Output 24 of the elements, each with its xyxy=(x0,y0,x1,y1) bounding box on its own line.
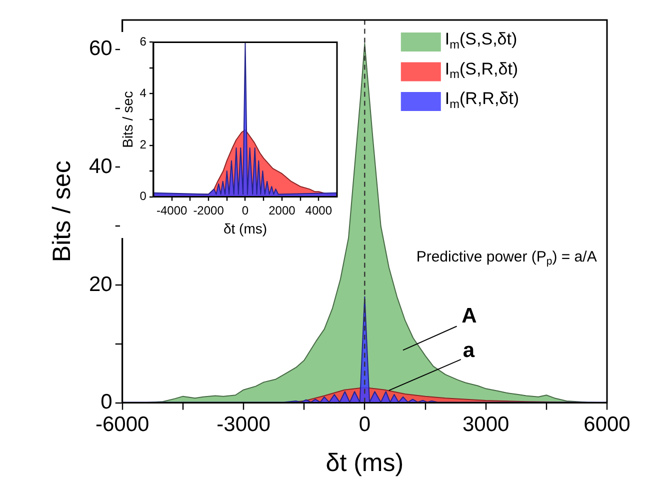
annotation: a xyxy=(462,339,475,362)
y-tick-label: 0 xyxy=(140,189,147,204)
x-tick-label: -6000 xyxy=(96,413,150,436)
y-tick-label: 4 xyxy=(140,86,147,100)
x-tick-label: 6000 xyxy=(584,413,630,436)
x-tick-label: -2000 xyxy=(193,203,224,218)
x-tick-label: 0 xyxy=(242,203,249,218)
x-tick-label: -4000 xyxy=(156,203,188,218)
x-axis-title: δt (ms) xyxy=(223,220,268,236)
y-axis-title: Bits / sec xyxy=(119,91,136,148)
x-tick-label: 0 xyxy=(358,413,371,436)
y-axis-title: Bits / sec xyxy=(48,160,76,262)
x-tick-label: 2000 xyxy=(268,203,296,218)
x-tick-label: -3000 xyxy=(216,413,270,436)
y-tick-label: 0 xyxy=(100,390,112,414)
x-tick-label: 4000 xyxy=(305,203,332,218)
x-tick-label: 3000 xyxy=(462,413,510,436)
y-tick-label: 60 xyxy=(89,37,112,60)
y-tick-label: 20 xyxy=(89,272,112,296)
x-axis-title: δt (ms) xyxy=(326,448,404,477)
y-tick-label: 2 xyxy=(140,138,147,152)
annotation: A xyxy=(462,304,477,328)
y-tick-label: 40 xyxy=(89,155,112,178)
y-tick-label: 6 xyxy=(140,34,147,49)
